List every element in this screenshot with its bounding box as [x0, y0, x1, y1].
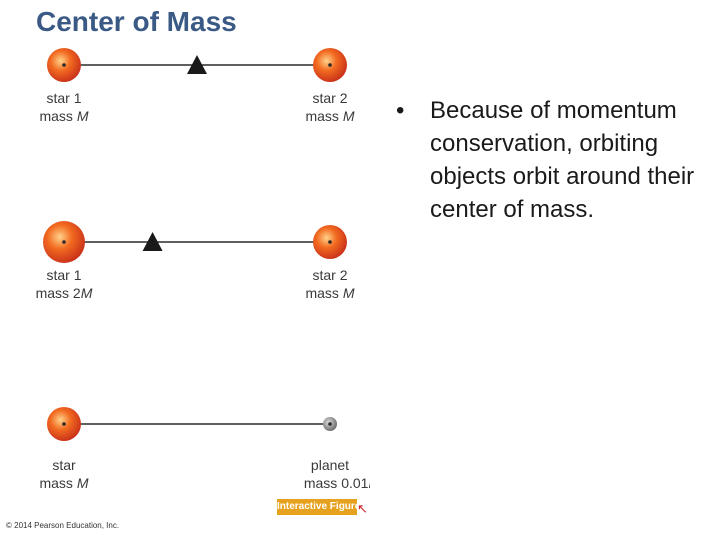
mass-symbol: M — [77, 475, 89, 491]
object-name-left: star — [52, 457, 76, 473]
object-name-left: star 1 — [46, 267, 81, 283]
mass-label-number: mass — [39, 475, 76, 491]
cursor-arrow-icon: ↖ — [357, 501, 368, 516]
object-mass-left: mass 2M — [36, 285, 93, 301]
object-name-right: star 2 — [312, 90, 347, 106]
object-mass-right: mass M — [305, 108, 354, 124]
center-of-mass-fulcrum — [142, 232, 163, 251]
bullet-text: Because of momentum conservation, orbiti… — [430, 97, 695, 223]
object-name-right: planet — [311, 457, 349, 473]
center-dot-right — [328, 422, 332, 426]
copyright-notice: © 2014 Pearson Education, Inc. — [6, 521, 120, 530]
center-dot-left — [62, 240, 66, 244]
center-dot-right — [328, 240, 332, 244]
mass-symbol: M — [343, 108, 355, 124]
interactive-figure-button[interactable]: Interactive Figure — [277, 499, 357, 515]
mass-symbol: M — [81, 285, 93, 301]
mass-label-number: mass — [39, 108, 76, 124]
center-of-mass-fulcrum — [187, 55, 207, 74]
object-name-right: star 2 — [312, 267, 347, 283]
mass-label-number: mass 0.01 — [304, 475, 369, 491]
object-mass-left: mass M — [39, 108, 88, 124]
bullet-marker: • — [396, 97, 405, 124]
slide-title: Center of Mass — [36, 6, 237, 37]
mass-symbol: M — [343, 285, 355, 301]
object-name-left: star 1 — [46, 90, 81, 106]
mass-label-number: mass — [305, 285, 342, 301]
mass-symbol: M — [77, 108, 89, 124]
center-dot-left — [62, 422, 66, 426]
mass-label-number: mass 2 — [36, 285, 81, 301]
mass-symbol: M — [368, 475, 370, 491]
center-dot-left — [62, 63, 66, 67]
center-dot-right — [328, 63, 332, 67]
object-mass-right: mass 0.01M — [304, 475, 370, 491]
object-mass-right: mass M — [305, 285, 354, 301]
object-mass-left: mass M — [39, 475, 88, 491]
mass-label-number: mass — [305, 108, 342, 124]
bullet-list: • Because of momentum conservation, orbi… — [396, 94, 696, 226]
